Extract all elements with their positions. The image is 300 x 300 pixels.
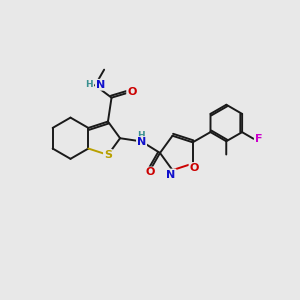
- Text: H: H: [85, 80, 92, 89]
- Text: O: O: [127, 88, 136, 98]
- Text: N: N: [167, 169, 176, 179]
- Text: S: S: [104, 150, 112, 160]
- Text: O: O: [190, 163, 199, 173]
- Text: N: N: [137, 137, 146, 147]
- Text: H: H: [137, 131, 145, 140]
- Text: F: F: [255, 134, 262, 144]
- Text: O: O: [145, 167, 154, 177]
- Text: N: N: [96, 80, 105, 90]
